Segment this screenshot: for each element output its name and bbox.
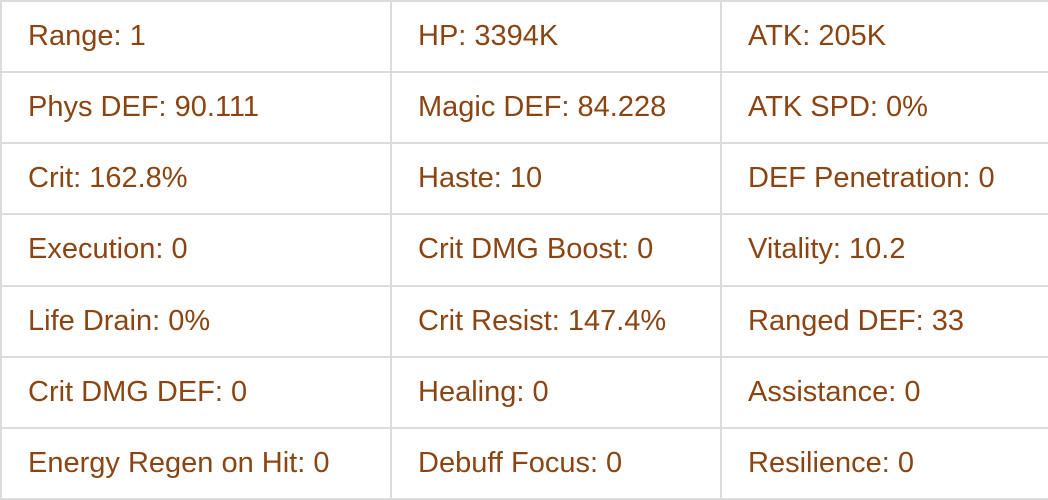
stats-row: Crit: 162.8% Haste: 10 DEF Penetration: 0 [0, 142, 1048, 216]
stat-cell: Assistance: 0 [720, 355, 1048, 429]
stat-cell: Magic DEF: 84.228 [390, 71, 722, 145]
stat-cell: Crit DMG Boost: 0 [390, 213, 722, 287]
stat-cell: Execution: 0 [0, 213, 392, 287]
stat-cell: ATK SPD: 0% [720, 71, 1048, 145]
stat-cell: Range: 1 [0, 0, 392, 74]
stats-row: Energy Regen on Hit: 0 Debuff Focus: 0 Res… [0, 426, 1048, 500]
stat-cell: Crit: 162.8% [0, 142, 392, 216]
stat-cell: Healing: 0 [390, 355, 722, 429]
stat-cell: Debuff Focus: 0 [390, 426, 722, 500]
stat-cell: Resilience: 0 [720, 426, 1048, 500]
stat-cell: Crit DMG DEF: 0 [0, 355, 392, 429]
stat-cell: HP: 3394K [390, 0, 722, 74]
stat-cell: Haste: 10 [390, 142, 722, 216]
stats-row: Execution: 0 Crit DMG Boost: 0 Vitality: 1… [0, 213, 1048, 287]
stats-row: Crit DMG DEF: 0 Healing: 0 Assistance: 0 [0, 355, 1048, 429]
stat-cell: Life Drain: 0% [0, 284, 392, 358]
stats-row: Life Drain: 0% Crit Resist: 147.4% Ranged … [0, 284, 1048, 358]
stat-cell: Phys DEF: 90.111 [0, 71, 392, 145]
stats-row: Range: 1 HP: 3394K ATK: 205K [0, 0, 1048, 74]
stat-cell: ATK: 205K [720, 0, 1048, 74]
stat-cell: Crit Resist: 147.4% [390, 284, 722, 358]
stat-cell: Energy Regen on Hit: 0 [0, 426, 392, 500]
stat-cell: Ranged DEF: 33 [720, 284, 1048, 358]
stats-row: Phys DEF: 90.111 Magic DEF: 84.228 ATK SPD… [0, 71, 1048, 145]
stat-cell: DEF Penetration: 0 [720, 142, 1048, 216]
stat-cell: Vitality: 10.2 [720, 213, 1048, 287]
